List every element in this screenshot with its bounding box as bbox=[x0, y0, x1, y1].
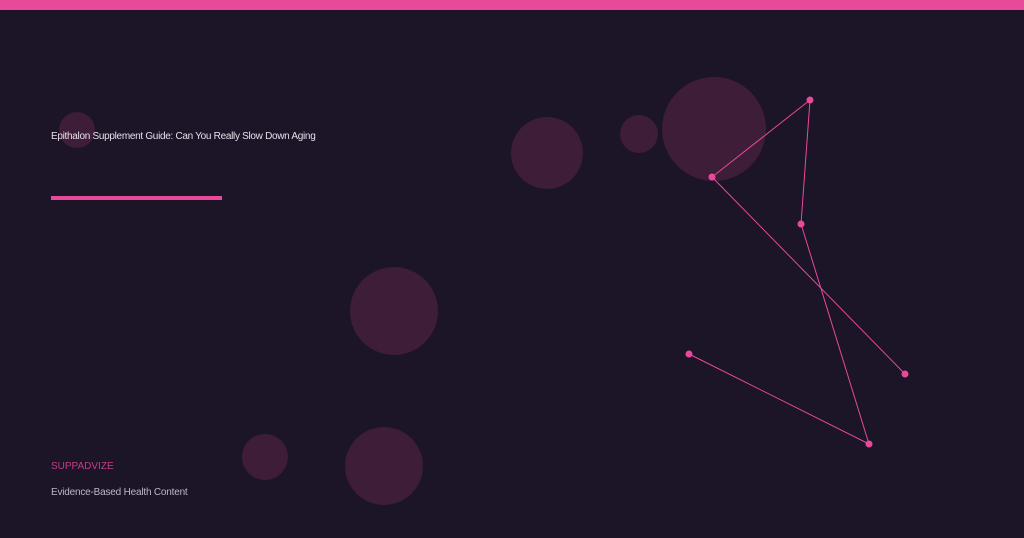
constellation-node bbox=[806, 96, 814, 104]
decor-circle bbox=[350, 267, 438, 355]
constellation-line bbox=[688, 98, 906, 445]
decor-circle bbox=[242, 434, 288, 480]
top-accent-bar bbox=[0, 0, 1024, 10]
constellation-node bbox=[865, 440, 873, 448]
constellation-node bbox=[797, 220, 805, 228]
constellation-node bbox=[901, 370, 909, 378]
decor-circle bbox=[511, 117, 583, 189]
tagline: Evidence-Based Health Content bbox=[51, 487, 188, 498]
brand-name: SUPPADVIZE bbox=[51, 461, 114, 472]
decor-circle bbox=[345, 427, 423, 505]
constellation-node bbox=[685, 350, 693, 358]
decor-circle bbox=[662, 77, 766, 181]
page-title: Epithalon Supplement Guide: Can You Real… bbox=[51, 131, 316, 142]
title-underline bbox=[51, 196, 222, 200]
decor-circle bbox=[620, 115, 658, 153]
constellation-node bbox=[708, 173, 716, 181]
decor-circle bbox=[59, 112, 95, 148]
